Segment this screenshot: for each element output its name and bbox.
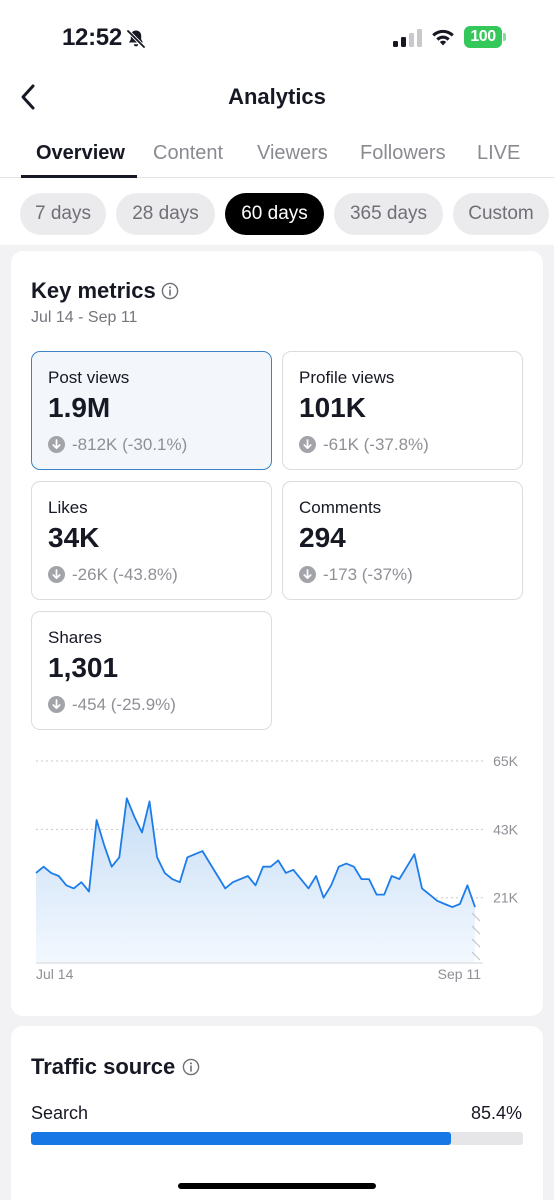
down-arrow-icon — [48, 696, 65, 713]
chart-series-line — [35, 797, 476, 908]
y-tick-label: 21K — [493, 890, 519, 906]
metric-change: -173 (-37%) — [323, 565, 413, 584]
tab-viewers[interactable]: Viewers — [257, 142, 328, 164]
metric-value: 34K — [48, 522, 100, 553]
metric-label: Comments — [299, 498, 382, 517]
tab-overview[interactable]: Overview — [36, 142, 125, 164]
y-tick-label: 43K — [493, 821, 519, 837]
tab-content[interactable]: Content — [153, 142, 224, 164]
wifi-icon — [432, 29, 454, 46]
info-icon[interactable] — [161, 282, 179, 300]
cellular-signal-icon — [393, 29, 422, 47]
down-arrow-icon — [48, 566, 65, 583]
range-chip-60-days[interactable]: 60 days — [225, 193, 324, 235]
metric-value: 294 — [299, 522, 346, 553]
traffic-source-card: Traffic source Search 85.4% — [11, 1026, 543, 1200]
page-title: Analytics — [228, 84, 326, 109]
metric-label: Post views — [48, 368, 130, 387]
info-icon[interactable] — [182, 1058, 200, 1076]
range-chip-7-days[interactable]: 7 days — [20, 193, 106, 235]
date-range-label: Jul 14 - Sep 11 — [31, 309, 138, 326]
y-tick-label: 65K — [493, 753, 519, 769]
range-chip-custom[interactable]: Custom — [453, 193, 549, 235]
metric-value: 1.9M — [48, 392, 111, 423]
down-arrow-icon — [299, 566, 316, 583]
traffic-source-percent: 85.4% — [470, 1103, 522, 1123]
metric-card-comments[interactable]: Comments 294 -173 (-37%) — [282, 481, 523, 600]
traffic-source-bar — [31, 1132, 523, 1145]
traffic-source-bar-fill — [31, 1132, 452, 1145]
tab-followers[interactable]: Followers — [360, 142, 446, 164]
key-metrics-title: Key metrics — [31, 278, 156, 303]
metric-change: -454 (-25.9%) — [72, 695, 176, 714]
battery-indicator: 100 — [464, 26, 506, 48]
chart-area-fill — [36, 798, 475, 963]
date-range-selector: 7 days 28 days 60 days 365 days Custom — [0, 193, 554, 235]
x-axis-label-end: Sep 11 — [438, 966, 482, 982]
metric-value: 101K — [299, 392, 366, 423]
back-arrow-icon[interactable] — [16, 82, 42, 112]
traffic-source-title: Traffic source — [31, 1054, 176, 1079]
metric-label: Shares — [48, 628, 102, 647]
metric-change: -812K (-30.1%) — [72, 435, 188, 454]
metric-label: Profile views — [299, 368, 395, 387]
battery-cap — [503, 33, 506, 41]
post-views-chart: 65K 43K 21K Jul 14 Sep 11 — [35, 753, 519, 982]
metric-card-likes[interactable]: Likes 34K -26K (-43.8%) — [31, 481, 272, 600]
metric-label: Likes — [48, 498, 88, 517]
metric-card-profile-views[interactable]: Profile views 101K -61K (-37.8%) — [282, 351, 523, 470]
active-tab-indicator — [21, 175, 137, 178]
bell-muted-icon — [126, 29, 146, 49]
metric-change: -61K (-37.8%) — [323, 435, 429, 454]
analytics-tabs: Overview Content Viewers Followers LIVE — [0, 140, 554, 178]
range-chip-28-days[interactable]: 28 days — [116, 193, 215, 235]
home-indicator — [178, 1183, 376, 1189]
metric-value: 1,301 — [48, 652, 119, 683]
x-axis-label-start: Jul 14 — [36, 966, 74, 982]
chart-partial-period-hatch — [471, 912, 481, 961]
down-arrow-icon — [299, 436, 316, 453]
range-chip-365-days[interactable]: 365 days — [334, 193, 443, 235]
traffic-source-label: Search — [31, 1103, 89, 1123]
metric-card-post-views[interactable]: Post views 1.9M -812K (-30.1%) — [31, 351, 272, 470]
battery-level: 100 — [464, 26, 502, 48]
tab-live[interactable]: LIVE — [477, 142, 521, 164]
down-arrow-icon — [48, 436, 65, 453]
key-metrics-card: Key metrics Jul 14 - Sep 11 Post views 1… — [11, 251, 543, 1016]
metric-card-shares[interactable]: Shares 1,301 -454 (-25.9%) — [31, 611, 272, 730]
metric-change: -26K (-43.8%) — [72, 565, 178, 584]
status-time: 12:52 — [62, 24, 122, 51]
